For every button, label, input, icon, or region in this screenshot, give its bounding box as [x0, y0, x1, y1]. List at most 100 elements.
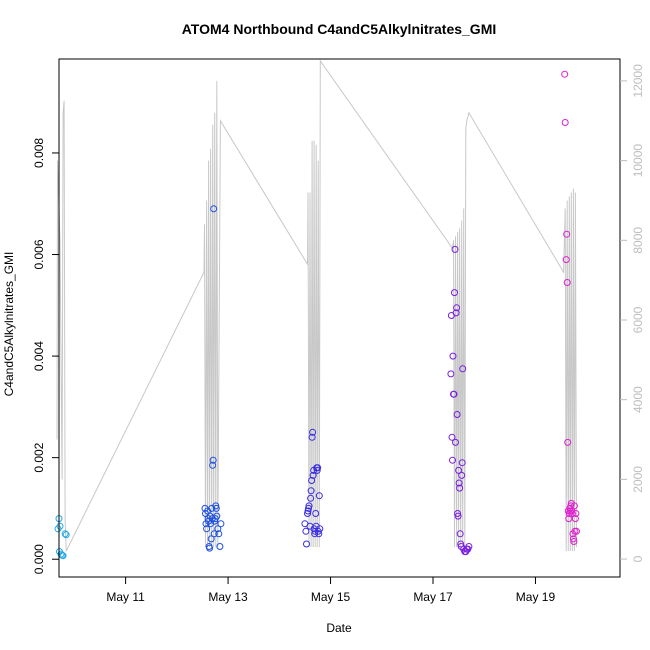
series-4 [447, 245, 473, 556]
data-point [561, 119, 569, 126]
data-point [569, 535, 577, 543]
y-axis: 0.000 0.002 0.004 0.006 0.008 [32, 138, 59, 574]
data-point [305, 504, 312, 512]
data-point [215, 530, 223, 538]
x-tick-label: May 19 [516, 590, 556, 604]
data-point [451, 289, 458, 297]
y-tick-label: 0.002 [32, 442, 46, 472]
plot-frame [58, 58, 621, 578]
data-point [309, 471, 317, 479]
y-tick-label: 0.006 [32, 239, 46, 269]
data-point [570, 502, 578, 510]
data-point [308, 477, 316, 484]
data-point [452, 438, 459, 446]
data-point [59, 552, 67, 560]
data-point [315, 530, 323, 538]
data-point [302, 527, 310, 535]
data-point [451, 245, 459, 253]
data-point [454, 512, 462, 520]
data-point [212, 504, 220, 512]
data-point [312, 510, 320, 517]
data-point [458, 459, 466, 467]
data-point [61, 530, 69, 538]
data-point [562, 256, 570, 264]
x-tick-label: May 15 [311, 590, 351, 604]
data-point [454, 510, 462, 517]
data-point [449, 352, 457, 360]
data-point [304, 510, 311, 517]
data-point [309, 428, 317, 436]
data-point [448, 433, 456, 441]
altitude-trace-layer [56, 59, 577, 552]
x-axis: May 11 May 13 May 15 May 17 May 19 [106, 577, 555, 604]
data-point [216, 543, 224, 550]
altitude-line [56, 59, 577, 552]
data-point [213, 512, 221, 520]
data-point [453, 411, 461, 418]
data-point [210, 205, 218, 213]
series-2 [201, 205, 225, 552]
data-point [563, 230, 571, 238]
chart-title: ATOM4 Northbound C4andC5Alkylnitrates_GM… [182, 21, 497, 37]
data-point [572, 510, 580, 517]
y2-tick-label: 12000 [631, 64, 645, 98]
data-point [456, 484, 464, 492]
data-point [308, 433, 316, 441]
data-point [304, 507, 312, 515]
x-tick-label: May 13 [208, 590, 248, 604]
data-point [459, 365, 467, 373]
data-point [458, 471, 466, 479]
data-point [217, 520, 225, 528]
data-point [212, 502, 220, 510]
y2-tick-label: 6000 [631, 306, 645, 333]
y-tick-label: 0.004 [32, 341, 46, 371]
data-point [465, 543, 473, 550]
series-1 [54, 515, 70, 560]
data-point [305, 502, 313, 510]
y-axis-label: C4andC5Alkylnitrates_GMI [2, 252, 16, 397]
data-point [314, 464, 322, 472]
data-point [561, 70, 569, 78]
y2-tick-label: 8000 [631, 227, 645, 254]
data-point [214, 525, 222, 533]
y2-tick-label: 0 [631, 555, 645, 562]
data-point [568, 510, 576, 517]
x-axis-label: Date [326, 621, 352, 635]
data-point [449, 456, 456, 464]
data-point [56, 522, 64, 530]
y2-tick-label: 2000 [631, 466, 645, 493]
data-point [455, 466, 463, 474]
data-point [571, 515, 579, 523]
data-point [455, 479, 463, 487]
data-point [450, 390, 458, 398]
y2-tick-label: 4000 [631, 386, 645, 413]
data-point [203, 525, 211, 533]
data-point [573, 527, 580, 535]
data-point [210, 530, 218, 538]
data-point [563, 279, 571, 286]
data-point [209, 461, 217, 469]
data-point [307, 487, 315, 495]
data-point [570, 538, 578, 545]
data-point [447, 370, 455, 378]
y2-axis: 0 2000 4000 6000 8000 10000 12000 [620, 64, 645, 562]
y2-tick-label: 10000 [631, 144, 645, 178]
data-point [457, 540, 465, 548]
data-point [452, 309, 460, 317]
data-point [207, 535, 215, 543]
data-point [453, 304, 461, 312]
data-point [564, 438, 572, 446]
points-layer [54, 70, 580, 560]
x-tick-label: May 17 [413, 590, 453, 604]
data-point [313, 466, 321, 474]
y-tick-label: 0.008 [32, 138, 46, 168]
data-point [307, 494, 315, 502]
x-tick-label: May 11 [106, 590, 145, 604]
data-point [315, 492, 323, 500]
data-point [57, 550, 65, 558]
data-point [316, 525, 324, 533]
data-point [456, 530, 464, 538]
data-point [206, 544, 214, 552]
series-3 [301, 428, 324, 548]
